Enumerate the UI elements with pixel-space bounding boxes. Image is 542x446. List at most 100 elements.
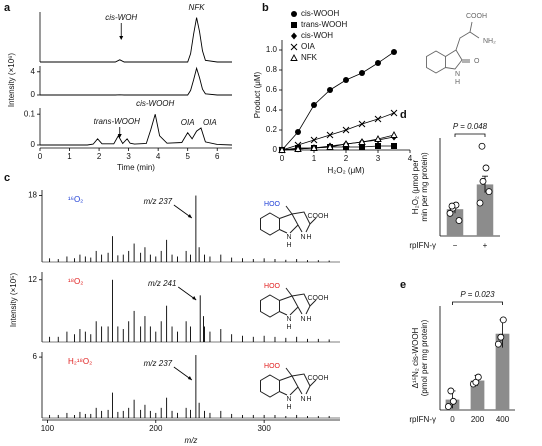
y-tick-label: 0.6 (266, 85, 278, 94)
structure (260, 205, 317, 236)
x-tick-label: 0 (450, 415, 455, 424)
marker (342, 140, 350, 147)
structure-label: HOO (264, 201, 281, 208)
p-value: P = 0.023 (460, 290, 495, 299)
marker (391, 49, 397, 55)
arrow-head (119, 36, 124, 40)
structure-label: H (306, 316, 311, 323)
trace (40, 17, 232, 63)
x-tick-label: 4 (408, 154, 413, 163)
x-tick-label: 3 (376, 154, 381, 163)
structure-label: H (286, 242, 291, 249)
data-point (499, 316, 507, 324)
y-tick-label: 4 (31, 67, 36, 76)
arrow-head (192, 296, 197, 300)
data-point (476, 199, 484, 207)
marker (391, 143, 397, 149)
spectrum-label: ¹⁸O₂ (68, 277, 83, 286)
structure-label: N (300, 396, 305, 403)
data-point (497, 333, 505, 341)
legend-marker (291, 32, 297, 40)
series-line (281, 112, 395, 151)
data-point (478, 142, 486, 150)
marker (359, 70, 365, 76)
marker (375, 143, 381, 149)
x-tick-label: 5 (185, 152, 190, 161)
structure-label: O (474, 58, 480, 65)
annotation: trans-WOOH (94, 117, 140, 126)
structure-label: H (455, 79, 460, 86)
structure (260, 287, 317, 318)
x-tick-label: 2 (97, 152, 102, 161)
structure-label: COOH (308, 295, 329, 302)
legend-label: cis-WOH (301, 31, 333, 40)
data-point (448, 202, 456, 210)
series-line (281, 51, 395, 151)
y-tick-label: 0.4 (266, 105, 278, 114)
y-tick-label: 0 (31, 90, 36, 99)
x-tick-label: − (453, 241, 458, 250)
marker (294, 145, 302, 152)
marker (358, 120, 366, 128)
structure-label: HOO (264, 363, 281, 370)
structure-label: N (455, 71, 460, 78)
structure-label: N (286, 316, 291, 323)
marker (374, 135, 382, 142)
x-axis-label: Time (min) (117, 163, 155, 172)
panel-letter: c (4, 172, 10, 184)
x-tick-label: 400 (496, 415, 510, 424)
structure-label: H (286, 404, 291, 411)
series-line (281, 134, 395, 151)
x-tick-label: 6 (215, 152, 220, 161)
marker (310, 144, 318, 151)
x-tick-label: 0 (280, 154, 285, 163)
x-tick-label: 0 (38, 152, 43, 161)
data-point (494, 340, 502, 348)
x-tick-label: 200 (149, 424, 163, 433)
x-tick-label: 200 (471, 415, 485, 424)
marker (327, 87, 333, 93)
panel-letter: d (400, 109, 407, 121)
legend-label: OIA (301, 42, 315, 51)
panel-letter: a (4, 2, 11, 14)
peak-annotation: m/z 237 (144, 197, 173, 206)
data-point (455, 217, 463, 224)
structure-label: NH₂ (483, 38, 496, 45)
y-axis-label: min per mg protein) (420, 152, 429, 222)
structure-label: N (286, 396, 291, 403)
structure-label: HOO (264, 283, 281, 290)
legend-marker (290, 54, 298, 61)
structure-label: N (300, 316, 305, 323)
data-point (474, 373, 482, 381)
marker (326, 131, 334, 139)
structure-label: COOH (308, 213, 329, 220)
legend-label: NFK (301, 53, 318, 62)
arrow-head (187, 376, 192, 380)
spectrum-label: H₂¹⁸O₂ (68, 357, 92, 366)
marker (390, 109, 398, 117)
peak-annotation: m/z 237 (144, 359, 173, 368)
marker (358, 138, 366, 145)
y-tick-label: 0.2 (266, 125, 278, 134)
y-tick-label: 18 (28, 191, 37, 200)
marker (375, 60, 381, 66)
data-point (446, 209, 454, 217)
y-tick-label: 1.0 (266, 45, 278, 54)
data-point (482, 164, 490, 172)
legend-marker (291, 22, 297, 28)
structure (426, 21, 480, 74)
y-tick-label: 0.1 (24, 109, 36, 118)
significance-bracket (454, 133, 486, 137)
trace (40, 114, 233, 146)
x-axis-label: rpIFN-γ (409, 415, 436, 424)
marker (342, 126, 350, 134)
annotation: cis-WOOH (136, 99, 174, 108)
spectrum-label: ¹⁶O₂ (68, 195, 83, 204)
structure-label: N (300, 234, 305, 241)
bar (495, 333, 510, 410)
marker (295, 129, 301, 135)
x-tick-label: 3 (126, 152, 131, 161)
y-axis-label: (pmol per mg protein) (420, 319, 429, 396)
marker (374, 115, 382, 123)
